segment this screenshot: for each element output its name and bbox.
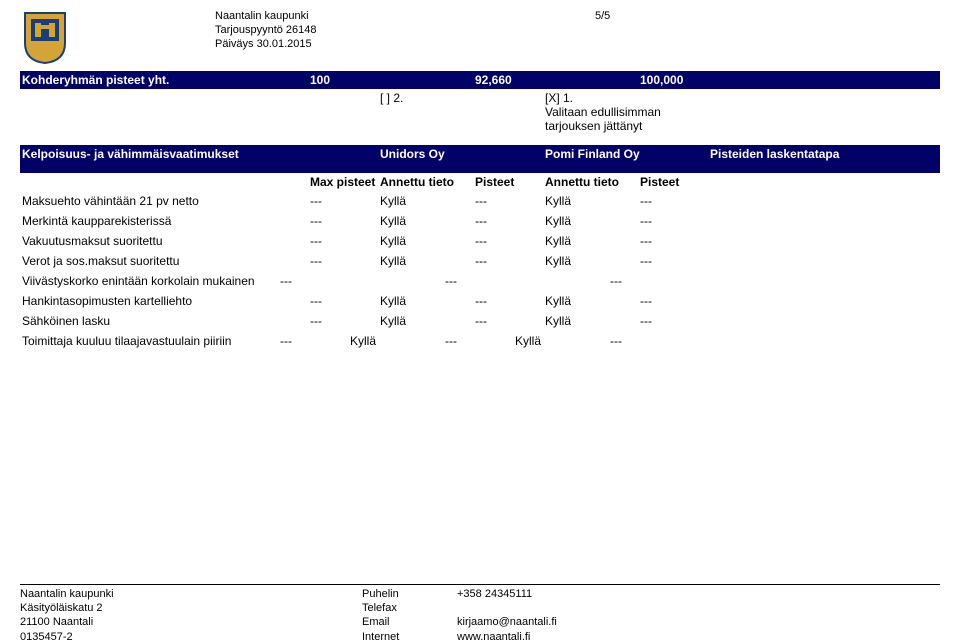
row-v2: Kyllä — [545, 254, 640, 268]
footer-line: Internet — [362, 630, 457, 644]
row-v1: Kyllä — [350, 334, 445, 348]
row-v1: Kyllä — [380, 234, 475, 248]
req-last: Pisteiden laskentatapa — [710, 147, 940, 161]
row-label: Hankintasopimusten kartelliehto — [20, 294, 310, 308]
sub-header: Max pisteet Annettu tieto Pisteet Annett… — [20, 173, 940, 191]
org-date: Päiväys 30.01.2015 — [215, 38, 317, 52]
table-row: Maksuehto vähintään 21 pv netto---Kyllä-… — [20, 191, 940, 211]
sub-pts2: Pisteet — [640, 175, 710, 189]
row-label: Merkintä kaupparekisterissä — [20, 214, 310, 228]
footer-line: +358 24345111 — [457, 587, 940, 601]
sub-pts1: Pisteet — [475, 175, 545, 189]
row-max: --- — [280, 334, 350, 348]
row-p2: --- — [640, 314, 710, 328]
row-p2: --- — [610, 274, 680, 288]
footer-col-2: PuhelinTelefaxEmailInternet — [362, 587, 457, 644]
row-max: --- — [310, 314, 380, 328]
row-p1: --- — [475, 234, 545, 248]
req-header: Kelpoisuus- ja vähimmäisvaatimukset Unid… — [20, 145, 940, 173]
footer: Naantalin kaupunkiKäsityöläiskatu 221100… — [20, 584, 940, 644]
row-p1: --- — [475, 314, 545, 328]
sub-at2: Annettu tieto — [545, 175, 640, 189]
footer-line: www.naantali.fi — [457, 630, 940, 644]
row-p2: --- — [640, 254, 710, 268]
footer-line — [457, 601, 940, 615]
row-v2: Kyllä — [545, 194, 640, 208]
page-number: 5/5 — [595, 10, 610, 22]
row-p2: --- — [640, 194, 710, 208]
section-pts2: 100,000 — [640, 73, 710, 87]
row-v1: Kyllä — [380, 194, 475, 208]
row-p1: --- — [475, 194, 545, 208]
section-title: Kohderyhmän pisteet yht. — [20, 73, 310, 87]
section-max: 100 — [310, 73, 380, 87]
row-max: --- — [310, 214, 380, 228]
row-v1: Kyllä — [380, 214, 475, 228]
table-row: Sähköinen lasku---Kyllä---Kyllä--- — [20, 311, 940, 331]
row-p1: --- — [475, 254, 545, 268]
row-v2 — [515, 274, 610, 288]
footer-col-1: Naantalin kaupunkiKäsityöläiskatu 221100… — [20, 587, 362, 644]
org-ref: Tarjouspyyntö 26148 — [215, 24, 317, 38]
footer-line: Käsityöläiskatu 2 — [20, 601, 362, 615]
table-row: Toimittaja kuuluu tilaajavastuulain piir… — [20, 331, 940, 351]
section-pts1: 92,660 — [475, 73, 545, 87]
footer-col-3: +358 24345111 kirjaamo@naantali.fiwww.na… — [457, 587, 940, 644]
footer-line: Naantalin kaupunki — [20, 587, 362, 601]
req-title: Kelpoisuus- ja vähimmäisvaatimukset — [20, 147, 310, 161]
row-max: --- — [280, 274, 350, 288]
table-row: Merkintä kaupparekisterissä---Kyllä---Ky… — [20, 211, 940, 231]
selection-opt1: [ ] 2. — [380, 91, 545, 143]
row-v1 — [350, 274, 445, 288]
row-label: Maksuehto vähintään 21 pv netto — [20, 194, 310, 208]
table-row: Hankintasopimusten kartelliehto---Kyllä-… — [20, 291, 940, 311]
row-v1: Kyllä — [380, 314, 475, 328]
row-p1: --- — [475, 294, 545, 308]
row-v2: Kyllä — [545, 294, 640, 308]
footer-line: 0135457-2 — [20, 630, 362, 644]
footer-line: Puhelin — [362, 587, 457, 601]
row-max: --- — [310, 294, 380, 308]
row-max: --- — [310, 234, 380, 248]
row-label: Vakuutusmaksut suoritettu — [20, 234, 310, 248]
row-p2: --- — [640, 294, 710, 308]
row-p1: --- — [475, 214, 545, 228]
row-v2: Kyllä — [545, 214, 640, 228]
org-info: Naantalin kaupunki Tarjouspyyntö 26148 P… — [215, 10, 317, 51]
section-bar: Kohderyhmän pisteet yht. 100 92,660 100,… — [20, 71, 940, 89]
row-p1: --- — [445, 334, 515, 348]
logo — [20, 10, 70, 65]
row-v2: Kyllä — [545, 234, 640, 248]
footer-line: 21100 Naantali — [20, 615, 362, 629]
row-label: Toimittaja kuuluu tilaajavastuulain piir… — [20, 334, 280, 348]
vendor1: Unidors Oy — [380, 147, 475, 161]
vendor2: Pomi Finland Oy — [545, 147, 640, 161]
row-p2: --- — [610, 334, 680, 348]
sub-at1: Annettu tieto — [380, 175, 475, 189]
row-label: Viivästyskorko enintään korkolain mukain… — [20, 274, 280, 288]
footer-line: Email — [362, 615, 457, 629]
row-p2: --- — [640, 234, 710, 248]
table-row: Verot ja sos.maksut suoritettu---Kyllä--… — [20, 251, 940, 271]
row-max: --- — [310, 254, 380, 268]
row-p1: --- — [445, 274, 515, 288]
row-p2: --- — [640, 214, 710, 228]
row-max: --- — [310, 194, 380, 208]
org-name: Naantalin kaupunki — [215, 10, 317, 24]
footer-line: kirjaamo@naantali.fi — [457, 615, 940, 629]
row-label: Verot ja sos.maksut suoritettu — [20, 254, 310, 268]
footer-line: Telefax — [362, 601, 457, 615]
selection-row: [ ] 2. [X] 1. Valitaan edullisimman tarj… — [20, 89, 940, 145]
table-row: Vakuutusmaksut suoritettu---Kyllä---Kyll… — [20, 231, 940, 251]
selection-opt2: [X] 1. Valitaan edullisimman tarjouksen … — [545, 91, 710, 143]
row-v2: Kyllä — [545, 314, 640, 328]
table-row: Viivästyskorko enintään korkolain mukain… — [20, 271, 940, 291]
sub-max: Max pisteet — [310, 175, 380, 189]
doc-header: Naantalin kaupunki Tarjouspyyntö 26148 P… — [20, 10, 940, 65]
row-v2: Kyllä — [515, 334, 610, 348]
row-label: Sähköinen lasku — [20, 314, 310, 328]
row-v1: Kyllä — [380, 294, 475, 308]
row-v1: Kyllä — [380, 254, 475, 268]
